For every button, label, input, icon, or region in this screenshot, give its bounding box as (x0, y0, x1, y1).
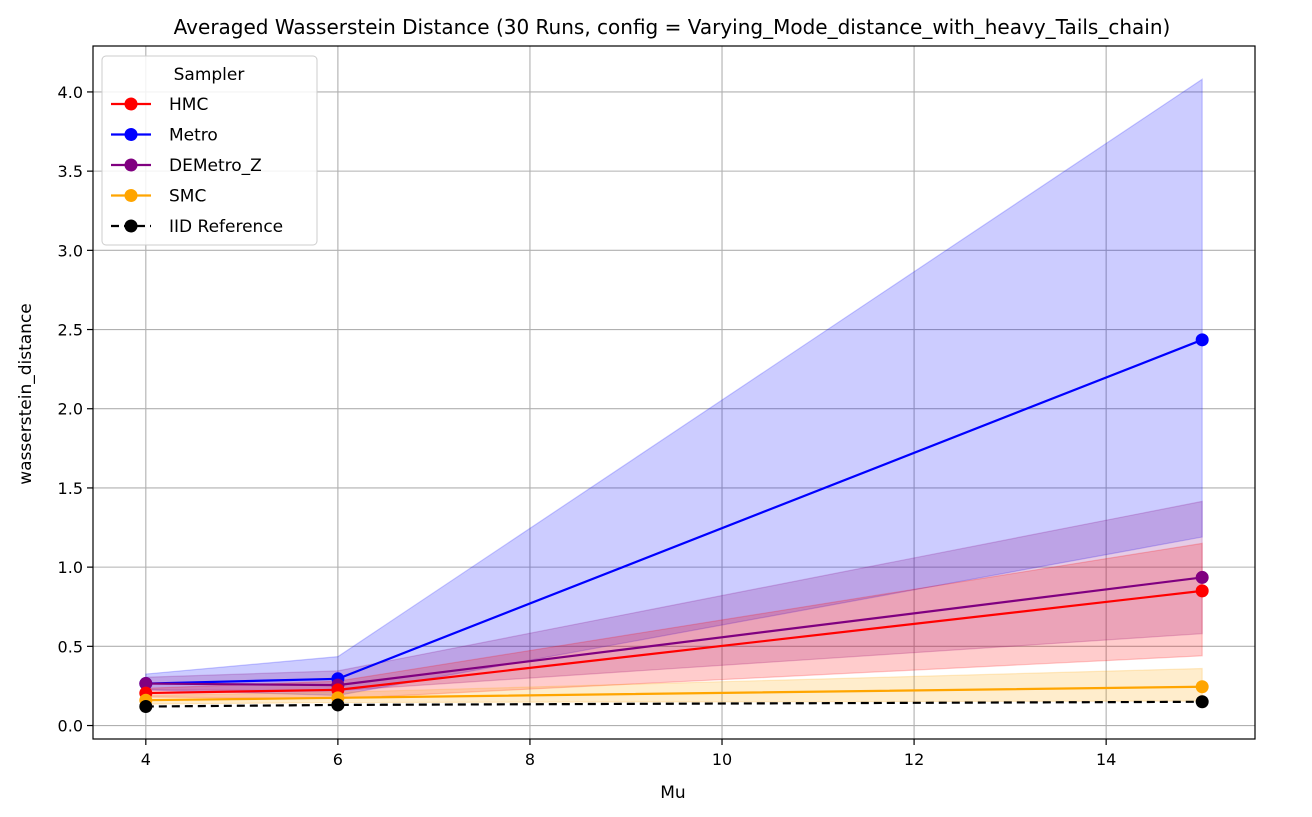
legend: Sampler HMC Metro DEMetro_Z SMC IID Referenc… (101, 55, 318, 246)
chart-title: Averaged Wasserstein Distance (30 Runs, … (174, 15, 1171, 39)
point-iid-reference (1195, 695, 1209, 709)
series-points (139, 333, 1209, 714)
x-tick-label: 4 (141, 750, 151, 769)
point-smc (1195, 680, 1209, 694)
x-axis-ticks: 4 6 8 10 12 14 (141, 739, 1116, 769)
legend-marker-iid-reference (124, 219, 138, 233)
x-tick-label: 10 (712, 750, 732, 769)
x-tick-label: 6 (333, 750, 343, 769)
legend-marker-demetro-z (124, 158, 138, 172)
y-tick-label: 2.0 (58, 400, 83, 419)
y-tick-label: 4.0 (58, 83, 83, 102)
y-axis-ticks: 0.0 0.5 1.0 1.5 2.0 2.5 3.0 3.5 4.0 (58, 83, 93, 736)
legend-label-iid-reference: IID Reference (169, 217, 283, 237)
legend-marker-hmc (124, 97, 138, 111)
legend-label-metro: Metro (169, 126, 218, 146)
legend-marker-smc (124, 189, 138, 202)
x-axis-title: Mu (660, 783, 685, 803)
plot-frame (92, 45, 1256, 740)
legend-marker-metro (124, 128, 138, 141)
y-tick-label: 1.5 (58, 479, 83, 498)
y-tick-label: 1.0 (58, 558, 83, 577)
point-demetro-z (139, 677, 153, 691)
point-demetro-z (1195, 570, 1209, 584)
line-iid-reference (145, 700, 1203, 708)
legend-label-hmc: HMC (169, 95, 208, 115)
y-tick-label: 0.0 (58, 717, 83, 736)
y-tick-label: 3.5 (58, 162, 83, 181)
x-tick-label: 12 (904, 750, 924, 769)
y-tick-label: 3.0 (58, 241, 83, 260)
point-iid-reference (139, 700, 153, 714)
point-hmc (1195, 584, 1209, 598)
point-metro (1195, 333, 1209, 347)
legend-label-smc: SMC (169, 187, 206, 207)
point-iid-reference (331, 698, 345, 712)
legend-label-demetro-z: DEMetro_Z (169, 156, 262, 176)
grid (93, 46, 1255, 739)
y-axis-title: wasserstein_distance (16, 303, 36, 485)
y-tick-label: 0.5 (58, 637, 83, 656)
legend-title: Sampler (174, 65, 245, 85)
y-tick-label: 2.5 (58, 321, 83, 340)
legend-box (101, 55, 318, 246)
x-tick-label: 14 (1096, 750, 1116, 769)
x-tick-label: 8 (525, 750, 535, 769)
